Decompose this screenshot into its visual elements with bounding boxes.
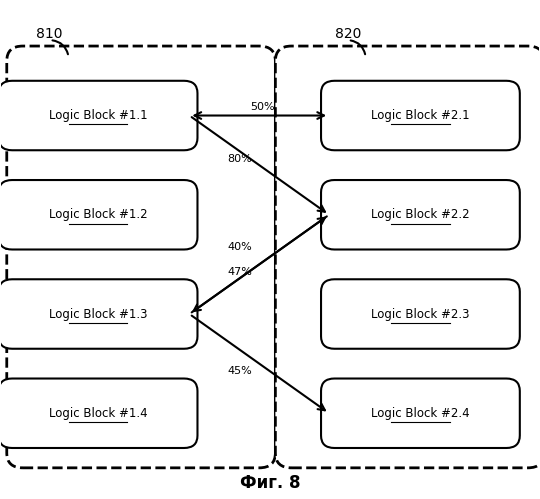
FancyBboxPatch shape bbox=[275, 46, 540, 468]
Text: Фиг. 8: Фиг. 8 bbox=[240, 474, 300, 492]
Text: Logic Block #1.2: Logic Block #1.2 bbox=[49, 208, 147, 221]
FancyBboxPatch shape bbox=[0, 279, 198, 349]
Text: 80%: 80% bbox=[227, 154, 252, 164]
Text: 47%: 47% bbox=[227, 267, 252, 277]
Text: Logic Block #1.1: Logic Block #1.1 bbox=[49, 109, 147, 122]
FancyBboxPatch shape bbox=[321, 279, 520, 349]
FancyBboxPatch shape bbox=[321, 180, 520, 250]
Text: 810: 810 bbox=[37, 26, 63, 40]
Text: 820: 820 bbox=[335, 26, 361, 40]
Text: Logic Block #2.4: Logic Block #2.4 bbox=[371, 407, 470, 420]
FancyBboxPatch shape bbox=[321, 81, 520, 150]
Text: Logic Block #2.3: Logic Block #2.3 bbox=[371, 307, 470, 320]
Text: Logic Block #2.2: Logic Block #2.2 bbox=[371, 208, 470, 221]
FancyBboxPatch shape bbox=[0, 180, 198, 250]
Text: Logic Block #2.1: Logic Block #2.1 bbox=[371, 109, 470, 122]
Text: 50%: 50% bbox=[250, 102, 275, 112]
FancyBboxPatch shape bbox=[0, 81, 198, 150]
Text: Logic Block #1.4: Logic Block #1.4 bbox=[49, 407, 147, 420]
Text: 45%: 45% bbox=[227, 366, 252, 376]
Text: 40%: 40% bbox=[227, 242, 252, 252]
FancyBboxPatch shape bbox=[0, 379, 198, 448]
Text: Logic Block #1.3: Logic Block #1.3 bbox=[49, 307, 147, 320]
FancyBboxPatch shape bbox=[7, 46, 275, 468]
FancyBboxPatch shape bbox=[321, 379, 520, 448]
